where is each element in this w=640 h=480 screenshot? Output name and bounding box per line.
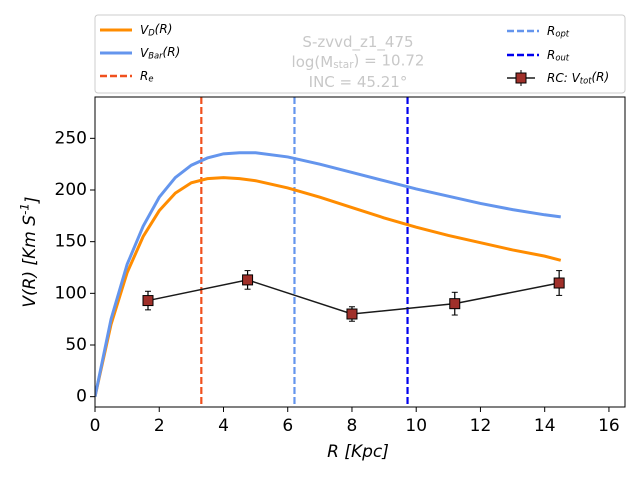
- rc-marker: [346, 308, 358, 320]
- rc-marker: [142, 295, 154, 307]
- x-tick-label: 2: [154, 416, 165, 436]
- legend-label: RC: Vtot​(R): [547, 69, 609, 85]
- annotation: log(Mstar​) = 10.72: [292, 51, 425, 71]
- x-tick-label: 6: [282, 416, 293, 436]
- x-tick-label: 12: [470, 416, 492, 436]
- annotation: INC = 45.21°: [309, 73, 408, 91]
- y-tick-label: 0: [76, 387, 87, 407]
- y-tick-label: 200: [55, 180, 87, 200]
- model-curve: [95, 176, 562, 397]
- rc-marker: [449, 298, 461, 310]
- y-tick-label: 100: [55, 283, 87, 303]
- y-tick-label: 150: [55, 232, 87, 252]
- legend-box: [94, 14, 626, 94]
- rc-marker: [553, 277, 565, 289]
- legend-label: Rout​: [547, 48, 570, 63]
- y-axis-label: V(R) [Km S-1​]: [17, 196, 42, 307]
- y-tick-label: 50: [65, 335, 87, 355]
- x-tick-label: 14: [534, 416, 556, 436]
- plot-frame: [94, 96, 626, 408]
- legend-label: Re​: [140, 69, 154, 84]
- legend-label: VBar​(R): [140, 44, 180, 60]
- y-tick-label: 250: [55, 128, 87, 148]
- x-tick-label: 8: [347, 416, 358, 436]
- x-tick-label: 4: [218, 416, 229, 436]
- x-tick-label: 10: [405, 416, 427, 436]
- model-curve: [95, 151, 561, 397]
- annotation: S-zvvd_z1_475: [302, 33, 413, 52]
- x-axis-label: R [Kpc]: [327, 442, 389, 462]
- rc-marker: [242, 274, 254, 286]
- legend-swatch: [515, 72, 527, 84]
- legend-label: VD​(R): [140, 21, 172, 37]
- x-tick-label: 16: [598, 416, 620, 436]
- legend-label: Ropt​: [547, 24, 570, 39]
- x-tick-label: 0: [90, 416, 101, 436]
